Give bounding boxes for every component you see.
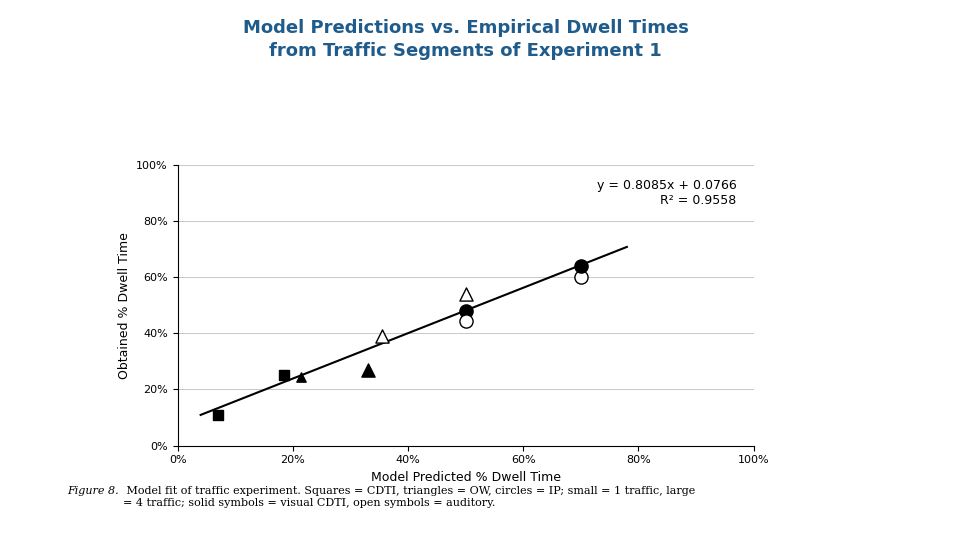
Point [360,366,375,374]
Text: Figure 8.: Figure 8. [67,486,119,496]
Point [458,306,473,315]
Text: Model fit of traffic experiment. Squares = CDTI, triangles = OW, circles = IP; s: Model fit of traffic experiment. Squares… [123,486,695,508]
X-axis label: Model Predicted % Dwell Time: Model Predicted % Dwell Time [371,471,561,484]
Point [458,289,473,298]
Point [573,262,588,271]
Point [276,371,292,380]
Text: y = 0.8085x + 0.0766
R² = 0.9558: y = 0.8085x + 0.0766 R² = 0.9558 [596,179,736,207]
Point [294,373,309,381]
Point [210,410,226,419]
Text: Model Predictions vs. Empirical Dwell Times
from Traffic Segments of Experiment : Model Predictions vs. Empirical Dwell Ti… [243,19,688,60]
Y-axis label: Obtained % Dwell Time: Obtained % Dwell Time [118,232,131,379]
Point [374,332,390,340]
Point [573,273,588,281]
Point [458,316,473,325]
